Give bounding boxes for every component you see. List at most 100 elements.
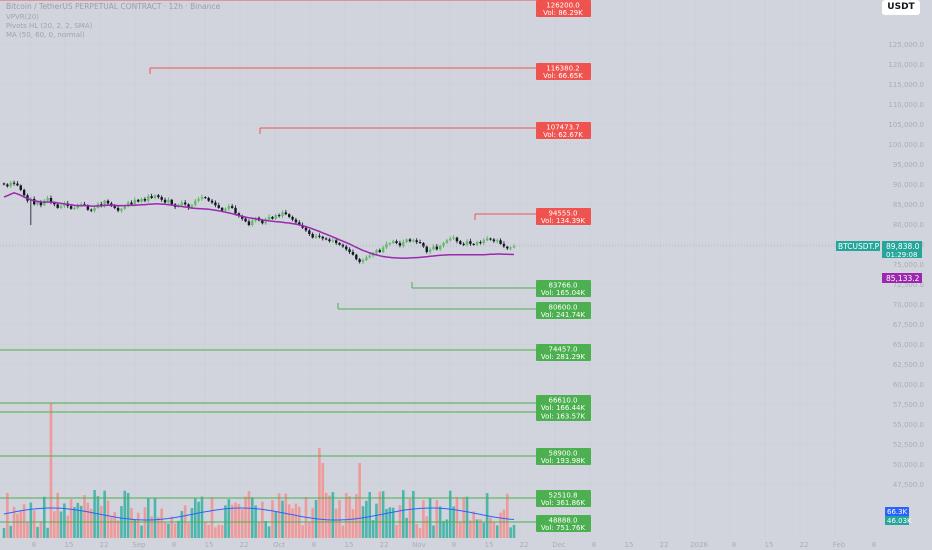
price-tick-label: 65,000.0 bbox=[893, 341, 924, 349]
candle bbox=[428, 247, 432, 254]
candle-body bbox=[375, 250, 378, 253]
candle-body bbox=[39, 201, 43, 206]
volume-bar bbox=[86, 502, 90, 538]
candle-body bbox=[415, 240, 418, 243]
candle-body bbox=[482, 240, 486, 244]
candle bbox=[459, 239, 462, 245]
volume-bar bbox=[210, 497, 214, 538]
symbol-label: BTCUSDT.P bbox=[838, 242, 880, 251]
candle-body bbox=[358, 259, 361, 262]
candle-body bbox=[291, 216, 294, 220]
candle bbox=[338, 242, 341, 246]
volume-bar bbox=[358, 463, 361, 538]
candle bbox=[318, 233, 321, 239]
volume-bar bbox=[318, 448, 321, 538]
indicator-legend-2: Pivots HL (20, 2, 2, SMA) bbox=[6, 22, 93, 30]
volume-bar bbox=[177, 520, 180, 538]
time-tick-label: 22 bbox=[380, 541, 389, 549]
candle-body bbox=[261, 220, 264, 224]
volume-bar bbox=[287, 504, 291, 538]
candle-body bbox=[277, 215, 281, 217]
candle-body bbox=[160, 197, 163, 200]
volume-bar bbox=[16, 513, 19, 538]
candle-body bbox=[9, 182, 12, 187]
candle bbox=[331, 238, 335, 243]
pivot-level-badge bbox=[536, 208, 591, 225]
candle-body bbox=[442, 243, 445, 246]
volume-bar bbox=[66, 515, 70, 538]
candle bbox=[210, 199, 214, 205]
price-tick-label: 57,500.0 bbox=[893, 401, 924, 409]
candle bbox=[150, 193, 153, 199]
volume-bar bbox=[475, 519, 479, 538]
volume-bar bbox=[274, 511, 278, 538]
candle bbox=[277, 213, 281, 218]
current-price-value: 89,838.0 bbox=[886, 242, 920, 251]
volume-bar bbox=[19, 510, 23, 538]
candle-body bbox=[345, 246, 348, 250]
candle-body bbox=[234, 207, 237, 214]
volume-bar bbox=[59, 511, 63, 538]
volume-bar bbox=[489, 517, 492, 538]
price-tick-label: 100,000.0 bbox=[888, 141, 924, 149]
candle bbox=[392, 239, 395, 244]
price-tick-label: 75,000.0 bbox=[893, 261, 924, 269]
volume-bar bbox=[36, 526, 39, 538]
volume-bar bbox=[405, 517, 408, 538]
currency-unit-button[interactable]: USDT bbox=[882, 0, 920, 15]
volume-bar bbox=[116, 520, 120, 538]
candle-body bbox=[150, 196, 153, 199]
pivot-level-volume: Vol: 165.04K bbox=[541, 289, 586, 297]
price-tick-label: 120,000.0 bbox=[888, 61, 924, 69]
candle-body bbox=[308, 230, 311, 235]
volume-bar bbox=[442, 520, 445, 538]
volume-bar bbox=[445, 519, 449, 538]
candle-body bbox=[194, 200, 197, 206]
volume-bar bbox=[227, 499, 231, 538]
candle bbox=[422, 242, 425, 248]
candle-body bbox=[36, 201, 39, 205]
time-tick-label: 8 bbox=[452, 541, 456, 549]
candle-body bbox=[462, 243, 465, 245]
volume-bar bbox=[2, 528, 6, 538]
volume-bar bbox=[173, 523, 177, 538]
volume-bar bbox=[324, 492, 328, 538]
candle-body bbox=[281, 212, 284, 217]
candle-body bbox=[83, 204, 86, 206]
candle bbox=[167, 197, 170, 204]
pivot-level-price: 83766.0 bbox=[549, 282, 578, 290]
candle bbox=[492, 238, 496, 243]
candle-body bbox=[183, 202, 187, 205]
volume-bar bbox=[53, 511, 56, 538]
time-tick-label: 22 bbox=[800, 541, 809, 549]
price-tick-label: 90,000.0 bbox=[893, 181, 924, 189]
candle bbox=[281, 210, 284, 218]
volume-bar bbox=[344, 492, 348, 538]
volume-bar bbox=[331, 492, 335, 538]
volume-bar bbox=[435, 500, 439, 538]
candle bbox=[432, 244, 435, 251]
candle-body bbox=[143, 198, 147, 201]
candle-body bbox=[506, 246, 509, 249]
candle bbox=[395, 239, 398, 245]
header-legend: Bitcoin / TetherUS PERPETUAL CONTRACT · … bbox=[6, 2, 221, 39]
candle-body bbox=[321, 236, 324, 239]
candle-body bbox=[247, 221, 251, 226]
candle-body bbox=[2, 183, 6, 185]
volume-bar bbox=[96, 496, 100, 538]
candle bbox=[90, 208, 93, 213]
volume-badge-secondary: 46.03K bbox=[887, 517, 912, 525]
candle-body bbox=[153, 195, 157, 199]
volume-bar bbox=[368, 492, 372, 538]
time-tick-label: 8 bbox=[32, 541, 36, 549]
candle bbox=[499, 238, 502, 245]
candle bbox=[247, 219, 251, 227]
volume-bar bbox=[472, 511, 476, 538]
price-tick-label: 80,000.0 bbox=[893, 221, 924, 229]
candle-body bbox=[237, 213, 241, 217]
candle bbox=[482, 238, 486, 245]
volume-bar bbox=[294, 503, 298, 538]
